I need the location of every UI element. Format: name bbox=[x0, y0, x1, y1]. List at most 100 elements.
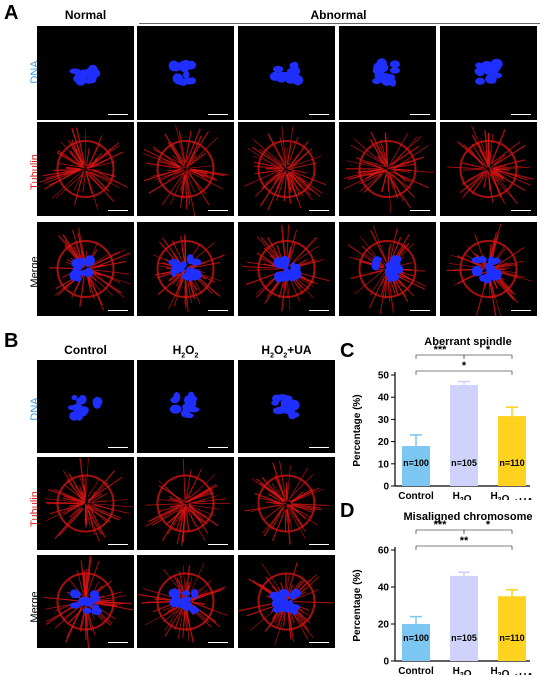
chart-c-n-label-2: n=110 bbox=[499, 458, 524, 468]
chart-d-ylabel: Percentage (%) bbox=[352, 569, 363, 641]
col-header-h2o2: H2O2 bbox=[172, 343, 199, 360]
scale-bar bbox=[208, 210, 228, 211]
chart-c-bar-1 bbox=[450, 384, 478, 486]
chart-d-ytick-label: 60 bbox=[378, 546, 390, 557]
chart-c-bar-0 bbox=[402, 446, 430, 486]
abnormal-bracket-line bbox=[139, 23, 540, 24]
chart-c-sig-label-1: * bbox=[486, 344, 491, 356]
scale-bar bbox=[309, 114, 329, 115]
scale-bar bbox=[309, 642, 329, 643]
chart-d-bar-1 bbox=[450, 575, 478, 661]
scale-bar bbox=[208, 642, 228, 643]
scale-bar bbox=[208, 114, 228, 115]
panel-letter-c: C bbox=[340, 340, 355, 362]
chart-c-n-label-0: n=100 bbox=[403, 458, 429, 468]
chart-c-category-0: Control bbox=[398, 491, 434, 500]
chart-c-sig-label-2: * bbox=[462, 360, 467, 372]
scale-bar bbox=[511, 310, 531, 311]
micrograph-a-dna-3 bbox=[339, 26, 436, 120]
chart-c-ytick-label: 0 bbox=[383, 482, 389, 493]
chart-d-n-label-0: n=100 bbox=[403, 633, 429, 643]
micrograph-a-merge-0 bbox=[37, 222, 134, 316]
micrograph-a-merge-1 bbox=[137, 222, 234, 316]
chart-c-ytick-label: 10 bbox=[378, 459, 390, 470]
chart-d-ytick-label: 0 bbox=[383, 657, 389, 668]
scale-bar bbox=[511, 114, 531, 115]
chart-c-ytick-label: 50 bbox=[378, 371, 390, 382]
micrograph-b-merge-0 bbox=[37, 555, 134, 648]
chart-d-ytick-label: 40 bbox=[378, 583, 390, 594]
chart-c-category-1: H2O2 bbox=[453, 491, 476, 500]
scale-bar bbox=[410, 310, 430, 311]
micrograph-b-merge-2 bbox=[238, 555, 335, 648]
scale-bar bbox=[511, 210, 531, 211]
scale-bar bbox=[309, 544, 329, 545]
micrograph-b-dna-0 bbox=[37, 360, 134, 453]
col-header-abnormal: Abnormal bbox=[310, 8, 367, 22]
chart-c-category-2: H2O2+UA bbox=[490, 491, 533, 500]
micrograph-a-tub-4 bbox=[440, 122, 537, 216]
chart-d-title: Misaligned chromosome bbox=[404, 511, 533, 523]
chart-c-ytick-label: 40 bbox=[378, 393, 390, 404]
chart-d-bar-0 bbox=[402, 624, 430, 661]
scale-bar bbox=[108, 447, 128, 448]
scale-bar bbox=[208, 544, 228, 545]
chart-c-ytick-label: 20 bbox=[378, 437, 390, 448]
chart-c-title: Aberrant spindle bbox=[424, 336, 511, 348]
chart-d-ytick-label: 20 bbox=[378, 620, 390, 631]
chart-d-sig-bracket-1 bbox=[463, 529, 513, 534]
micrograph-a-merge-2 bbox=[238, 222, 335, 316]
micrograph-a-merge-4 bbox=[440, 222, 537, 316]
chart-c-bar-2 bbox=[498, 416, 526, 486]
scale-bar bbox=[410, 210, 430, 211]
chart-d-sig-bracket-2 bbox=[415, 545, 513, 550]
chart-d-sig-label-2: ** bbox=[460, 535, 469, 547]
chart-d-n-label-1: n=105 bbox=[451, 633, 477, 643]
scale-bar bbox=[108, 310, 128, 311]
scale-bar bbox=[309, 310, 329, 311]
col-header-h2o2-ua: H2O2+UA bbox=[261, 343, 312, 360]
scale-bar bbox=[208, 447, 228, 448]
micrograph-a-merge-3 bbox=[339, 222, 436, 316]
scale-bar bbox=[108, 114, 128, 115]
micrograph-a-tub-3 bbox=[339, 122, 436, 216]
micrograph-b-merge-1 bbox=[137, 555, 234, 648]
micrograph-a-dna-2 bbox=[238, 26, 335, 120]
micrograph-b-tub-1 bbox=[137, 457, 234, 550]
panel-letter-a: A bbox=[4, 2, 19, 24]
micrograph-a-tub-2 bbox=[238, 122, 335, 216]
scale-bar bbox=[309, 447, 329, 448]
chart-aberrant-spindle: Aberrant spindle Percentage (%) 0 10 20 30 40 5… bbox=[352, 336, 534, 500]
panel-letter-b: B bbox=[4, 330, 19, 352]
chart-c-ylabel: Percentage (%) bbox=[352, 394, 363, 466]
chart-d-sig-label-0: *** bbox=[434, 519, 448, 531]
scale-bar bbox=[309, 210, 329, 211]
micrograph-b-tub-2 bbox=[238, 457, 335, 550]
chart-c-n-label-1: n=105 bbox=[451, 458, 477, 468]
micrograph-b-dna-1 bbox=[137, 360, 234, 453]
chart-d-bar-2 bbox=[498, 596, 526, 661]
chart-d-category-0: Control bbox=[398, 666, 434, 675]
micrograph-a-dna-0 bbox=[37, 26, 134, 120]
col-header-normal: Normal bbox=[64, 8, 107, 22]
micrograph-a-dna-1 bbox=[137, 26, 234, 120]
micrograph-b-tub-0 bbox=[37, 457, 134, 550]
chart-c-ytick-label: 30 bbox=[378, 415, 390, 426]
panel-letter-d: D bbox=[340, 500, 355, 522]
scale-bar bbox=[208, 310, 228, 311]
scale-bar bbox=[108, 544, 128, 545]
chart-c-sig-bracket-2 bbox=[415, 370, 513, 375]
chart-misaligned-chromosome: Misaligned chromosome Percentage (%) 0 20 40… bbox=[352, 511, 534, 675]
col-header-control: Control bbox=[64, 343, 107, 357]
scale-bar bbox=[108, 210, 128, 211]
chart-d-category-1: H2O2 bbox=[453, 666, 476, 675]
chart-c-sig-label-0: *** bbox=[434, 344, 448, 356]
chart-d-sig-label-1: * bbox=[486, 519, 491, 531]
chart-d-n-label-2: n=110 bbox=[499, 633, 524, 643]
micrograph-a-tub-0 bbox=[37, 122, 134, 216]
micrograph-a-tub-1 bbox=[137, 122, 234, 216]
micrograph-b-dna-2 bbox=[238, 360, 335, 453]
scale-bar bbox=[108, 642, 128, 643]
scale-bar bbox=[410, 114, 430, 115]
micrograph-a-dna-4 bbox=[440, 26, 537, 120]
